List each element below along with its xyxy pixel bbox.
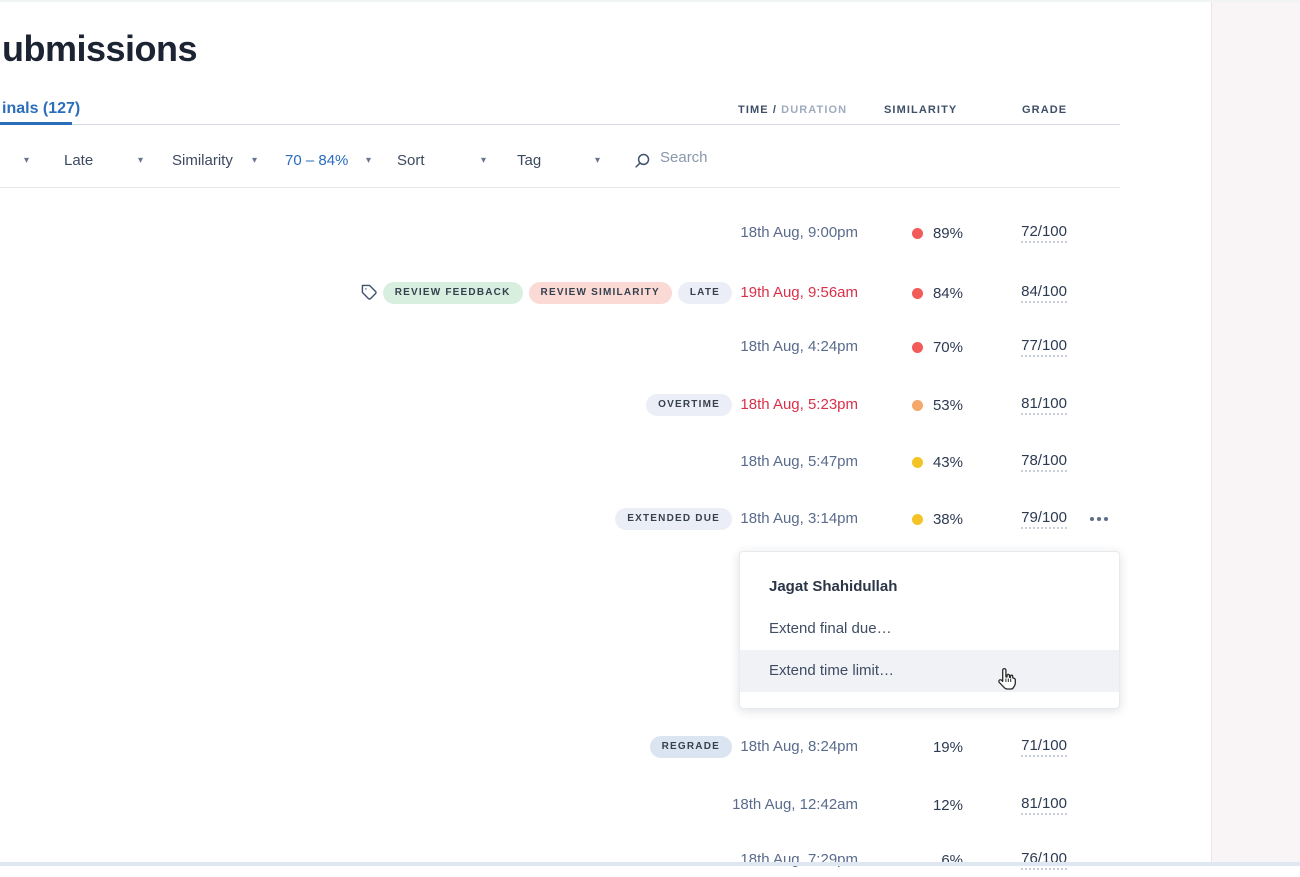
sort-dropdown[interactable]: Sort (397, 152, 425, 169)
similarity-dot-red (911, 341, 923, 353)
similarity-cell: 43% (911, 445, 963, 479)
similarity-cell: 12% (932, 796, 963, 814)
column-header-similarity[interactable]: SIMILARITY (884, 104, 958, 116)
status-badge: REVIEW FEEDBACK (382, 282, 523, 304)
submission-time: 18th Aug, 8:24pm (740, 738, 858, 755)
cut-filter-chevron-down-icon[interactable]: ▾ (24, 155, 30, 166)
column-header-grade[interactable]: GRADE (1022, 104, 1068, 116)
grade-link[interactable]: 78/100 (1021, 445, 1067, 479)
similarity-cell: 6% (941, 851, 963, 869)
similarity-cell: 70% (911, 330, 963, 364)
similarity-cell: 38% (911, 502, 963, 536)
similarity-dot-yellow (911, 513, 923, 525)
window-bottom-edge (0, 862, 1300, 866)
table-row[interactable]: 18th Aug, 4:24pm 70% 77/100 (0, 330, 1120, 364)
submission-time: 19th Aug, 9:56am (740, 284, 858, 301)
grade-link[interactable]: 84/100 (1021, 276, 1067, 310)
submission-time: 18th Aug, 4:24pm (740, 338, 858, 355)
similarity-filter-chevron-down-icon[interactable]: ▾ (252, 155, 258, 166)
time-duration-separator: / (772, 104, 777, 116)
duration-header-label[interactable]: DURATION (781, 104, 848, 116)
grade-link[interactable]: 81/100 (1021, 388, 1067, 422)
grade-link[interactable]: 71/100 (1021, 730, 1067, 764)
submission-time: 18th Aug, 12:42am (732, 796, 858, 813)
search-input[interactable] (660, 149, 790, 166)
late-filter-chevron-down-icon[interactable]: ▾ (138, 155, 144, 166)
table-row[interactable]: OVERTIME 18th Aug, 5:23pm 53% 81/100 (0, 388, 1120, 422)
grade-link[interactable]: 81/100 (1021, 788, 1067, 822)
similarity-cell: 84% (911, 276, 963, 310)
window-top-edge (0, 0, 1300, 2)
status-badge: OVERTIME (646, 394, 732, 416)
table-row[interactable]: 18th Aug, 9:00pm 89% 72/100 (0, 216, 1120, 250)
table-row[interactable]: EXTENDED DUE 18th Aug, 3:14pm 38% 79/100 (0, 502, 1120, 536)
similarity-dot-yellow (911, 456, 923, 468)
row-context-menu: Jagat Shahidullah Extend final due… Exte… (739, 551, 1120, 709)
status-badge: REGRADE (649, 736, 732, 758)
status-badge: EXTENDED DUE (615, 508, 732, 530)
grade-link[interactable]: 77/100 (1021, 330, 1067, 364)
tabs-divider (0, 124, 1120, 125)
active-tab-underline (0, 122, 72, 125)
submission-time: 18th Aug, 3:14pm (740, 510, 858, 527)
page-title: ubmissions (2, 28, 198, 69)
submission-time: 18th Aug, 5:47pm (740, 453, 858, 470)
status-badge: LATE (677, 282, 732, 304)
similarity-cell: 89% (911, 216, 963, 250)
row-overflow-menu-button[interactable] (1086, 502, 1112, 536)
badge-group: REVIEW FEEDBACK REVIEW SIMILARITY LATE (382, 276, 732, 310)
similarity-cell: 19% (932, 738, 963, 756)
grade-link[interactable]: 76/100 (1021, 843, 1067, 877)
time-header-label[interactable]: TIME (738, 104, 769, 116)
similarity-filter-dropdown[interactable]: Similarity (172, 152, 233, 169)
search-icon (634, 152, 651, 174)
grade-link[interactable]: 79/100 (1021, 502, 1067, 536)
submissions-table: 18th Aug, 9:00pm 89% 72/100 REVIEW FEEDB… (0, 216, 1120, 870)
table-row[interactable]: REVIEW FEEDBACK REVIEW SIMILARITY LATE 1… (0, 276, 1120, 310)
menu-item-extend-time-limit[interactable]: Extend time limit… (740, 650, 1119, 692)
tag-icon[interactable] (361, 284, 378, 306)
column-header-time-duration[interactable]: TIME / DURATION (738, 104, 847, 116)
tab-finals[interactable]: inals (127) (2, 100, 81, 117)
context-menu-student-name: Jagat Shahidullah (769, 578, 898, 595)
similarity-dot-red (911, 227, 923, 239)
submission-time: 18th Aug, 5:23pm (740, 396, 858, 413)
table-row[interactable]: 18th Aug, 5:47pm 43% 78/100 (0, 445, 1120, 479)
similarity-range-dropdown[interactable]: 70 – 84% (285, 152, 349, 169)
right-side-panel (1211, 0, 1300, 866)
table-row[interactable]: 18th Aug, 12:42am 12% 81/100 (0, 788, 1120, 822)
table-row[interactable]: REGRADE 18th Aug, 8:24pm 19% 71/100 (0, 730, 1120, 764)
table-row[interactable]: 18th Aug, 7:29pm 6% 76/100 (0, 843, 1120, 877)
filter-bar-divider (0, 187, 1120, 188)
late-filter-dropdown[interactable]: Late (64, 152, 94, 169)
similarity-cell: 53% (911, 388, 963, 422)
submission-time: 18th Aug, 9:00pm (740, 224, 858, 241)
tag-filter-dropdown[interactable]: Tag (517, 152, 542, 169)
similarity-dot-red (911, 287, 923, 299)
badge-group: EXTENDED DUE (615, 502, 732, 536)
sort-chevron-down-icon[interactable]: ▾ (481, 155, 487, 166)
submission-time: 18th Aug, 7:29pm (740, 851, 858, 868)
status-badge: REVIEW SIMILARITY (528, 282, 672, 304)
badge-group: REGRADE (649, 730, 732, 764)
grade-link[interactable]: 72/100 (1021, 216, 1067, 250)
similarity-dot-orange (911, 399, 923, 411)
similarity-range-chevron-down-icon[interactable]: ▾ (366, 155, 372, 166)
menu-item-extend-final-due[interactable]: Extend final due… (769, 620, 892, 637)
hand-cursor-icon (997, 667, 1017, 696)
badge-group: OVERTIME (646, 388, 732, 422)
tag-filter-chevron-down-icon[interactable]: ▾ (595, 155, 601, 166)
